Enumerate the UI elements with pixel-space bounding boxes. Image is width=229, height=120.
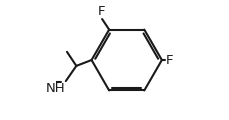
- Text: F: F: [165, 54, 173, 66]
- Text: F: F: [97, 5, 105, 18]
- Text: NH: NH: [45, 82, 65, 95]
